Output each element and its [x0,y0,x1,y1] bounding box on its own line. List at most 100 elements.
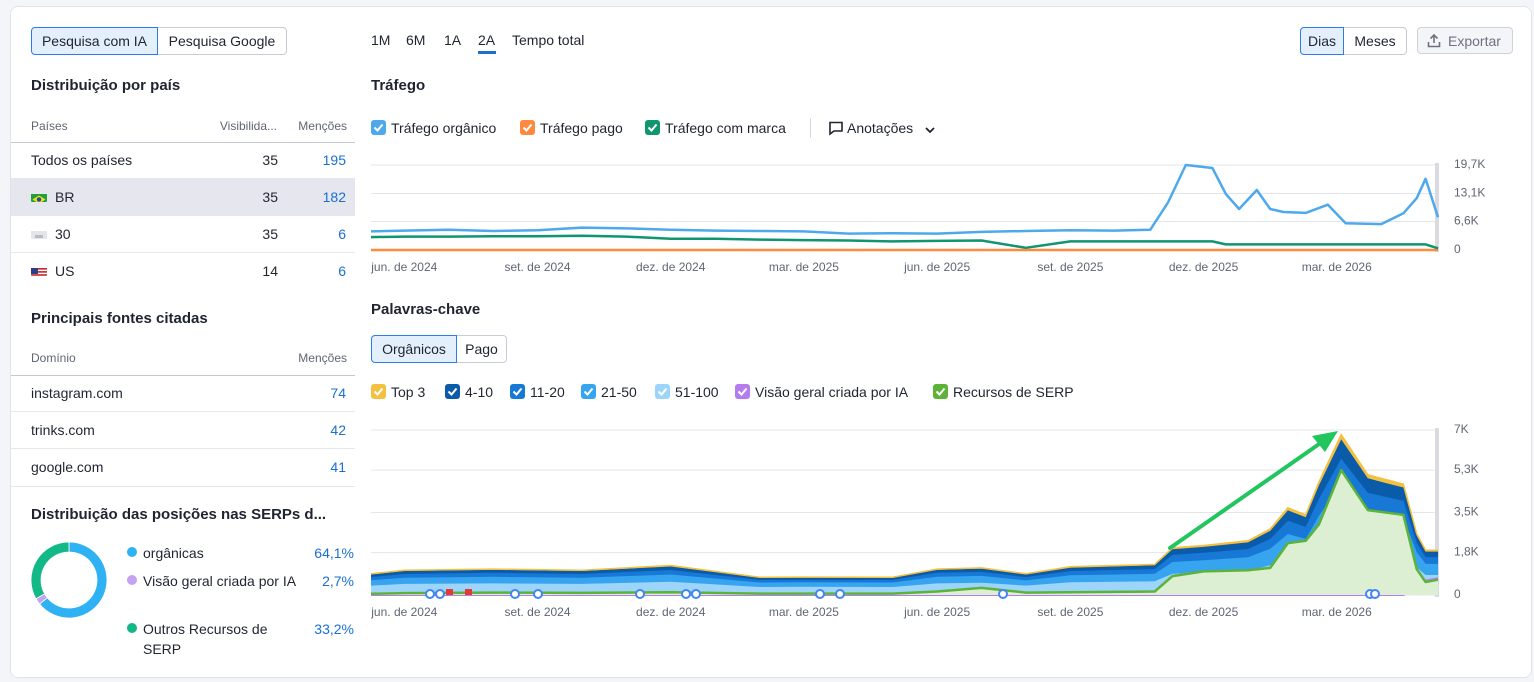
checkbox[interactable] [645,120,660,135]
y-tick-label: 5,3K [1454,462,1479,476]
country-name: BR [55,189,75,205]
flag-us [31,268,47,276]
checkbox[interactable] [520,120,535,135]
check-mark [737,387,748,396]
row-separator [11,448,355,449]
column-header: Menções [298,119,347,133]
period-option[interactable]: 1M [371,32,391,48]
check-mark [512,387,523,396]
checkbox[interactable] [371,120,386,135]
x-tick-label: jun. de 2024 [371,260,438,274]
checkbox[interactable] [655,384,670,399]
checkbox[interactable] [735,384,750,399]
section-title: Principais fontes citadas [31,310,208,327]
flag-generic [31,231,47,239]
annotations-toggle[interactable]: Anotações [847,120,914,136]
checkbox[interactable] [933,384,948,399]
y-tick-label: 1,8K [1454,545,1479,559]
check-icon [447,387,458,396]
x-tick-label: jun. de 2025 [903,260,970,274]
country-name: 30 [55,226,71,242]
toggle-button[interactable]: Pago [456,335,507,363]
period-option[interactable]: Tempo total [512,32,585,48]
x-tick-label: set. de 2024 [504,260,570,274]
row-separator [11,411,355,412]
x-tick-label: dez. de 2025 [1169,605,1239,619]
mentions-link[interactable]: 6 [338,226,346,242]
toggle-button[interactable]: Meses [1343,27,1407,55]
legend-dot [127,547,137,557]
google-update-marker [510,589,520,599]
google-update-marker [691,589,701,599]
y-tick-label: 0 [1454,242,1461,256]
x-tick-label: mar. de 2026 [1302,605,1372,619]
mentions-link[interactable]: 42 [330,422,346,438]
section-title: Distribuição das posições nas SERPs d... [31,506,327,523]
annotation-flag [446,589,453,595]
checkbox[interactable] [581,384,596,399]
toggle-button[interactable]: Dias [1300,27,1344,55]
column-header: Visibilida... [219,119,277,133]
toggle-button[interactable]: Pesquisa Google [157,27,287,55]
mentions-link[interactable]: 195 [322,152,346,168]
domain-name: instagram.com [31,385,123,401]
flag-icon [31,228,47,239]
check-icon [657,387,668,396]
legend-label: Top 3 [391,384,426,400]
country-name: Todos os países [31,152,133,168]
legend-label: Tráfego orgânico [391,120,497,136]
mentions-link[interactable]: 6 [338,263,346,279]
annotation-flag [465,589,472,595]
flag-icon [31,191,47,202]
mentions-link[interactable]: 74 [330,385,346,401]
flag-br [31,194,47,202]
legend-label: Visão geral criada por IA [143,573,297,589]
check-icon [522,123,533,132]
checkbox[interactable] [510,384,525,399]
period-option[interactable]: 2A [478,32,496,48]
check-icon [647,123,658,132]
divider [11,375,355,376]
check-icon [373,123,384,132]
check-icon [935,387,946,396]
toggle-button[interactable]: Pesquisa com IA [31,27,158,55]
legend-label: Tráfego pago [540,120,623,136]
y-tick-label: 3,5K [1454,505,1479,519]
x-tick-label: mar. de 2025 [769,605,839,619]
row-highlight [11,178,355,215]
x-tick-label: dez. de 2024 [636,605,706,619]
donut-chart [31,542,107,618]
checkbox[interactable] [371,384,386,399]
domain-name: google.com [31,459,104,475]
legend-dot [127,575,137,585]
google-update-marker [681,589,691,599]
chevron-icon [925,127,935,134]
check-icon [583,387,594,396]
legend-label: orgânicas [143,545,204,561]
legend-label: Recursos de SERP [953,384,1074,400]
row-separator [11,252,355,253]
traffic-line [371,234,1439,250]
check-icon [512,387,523,396]
period-option[interactable]: 1A [444,32,462,48]
row-separator [11,178,355,179]
section-title: Tráfego [371,77,426,94]
period-underline [478,51,496,54]
y-tick-label: 0 [1454,587,1461,601]
mentions-link[interactable]: 182 [322,189,346,205]
export-button[interactable]: Exportar [1417,27,1513,54]
serp-area [371,470,1438,595]
column-header: Domínio [31,351,76,365]
toggle-button[interactable]: Orgânicos [371,335,457,363]
check-mark [447,387,458,396]
legend-label: Visão geral criada por IA [755,384,909,400]
flag-icon [31,265,47,276]
y-tick-label: 19,7K [1454,157,1485,171]
legend-label: Tráfego com marca [665,120,786,136]
checkbox[interactable] [445,384,460,399]
comment-icon [829,121,843,136]
mentions-link[interactable]: 41 [330,459,346,475]
period-option[interactable]: 6M [406,32,426,48]
legend-value: 2,7% [322,573,354,589]
